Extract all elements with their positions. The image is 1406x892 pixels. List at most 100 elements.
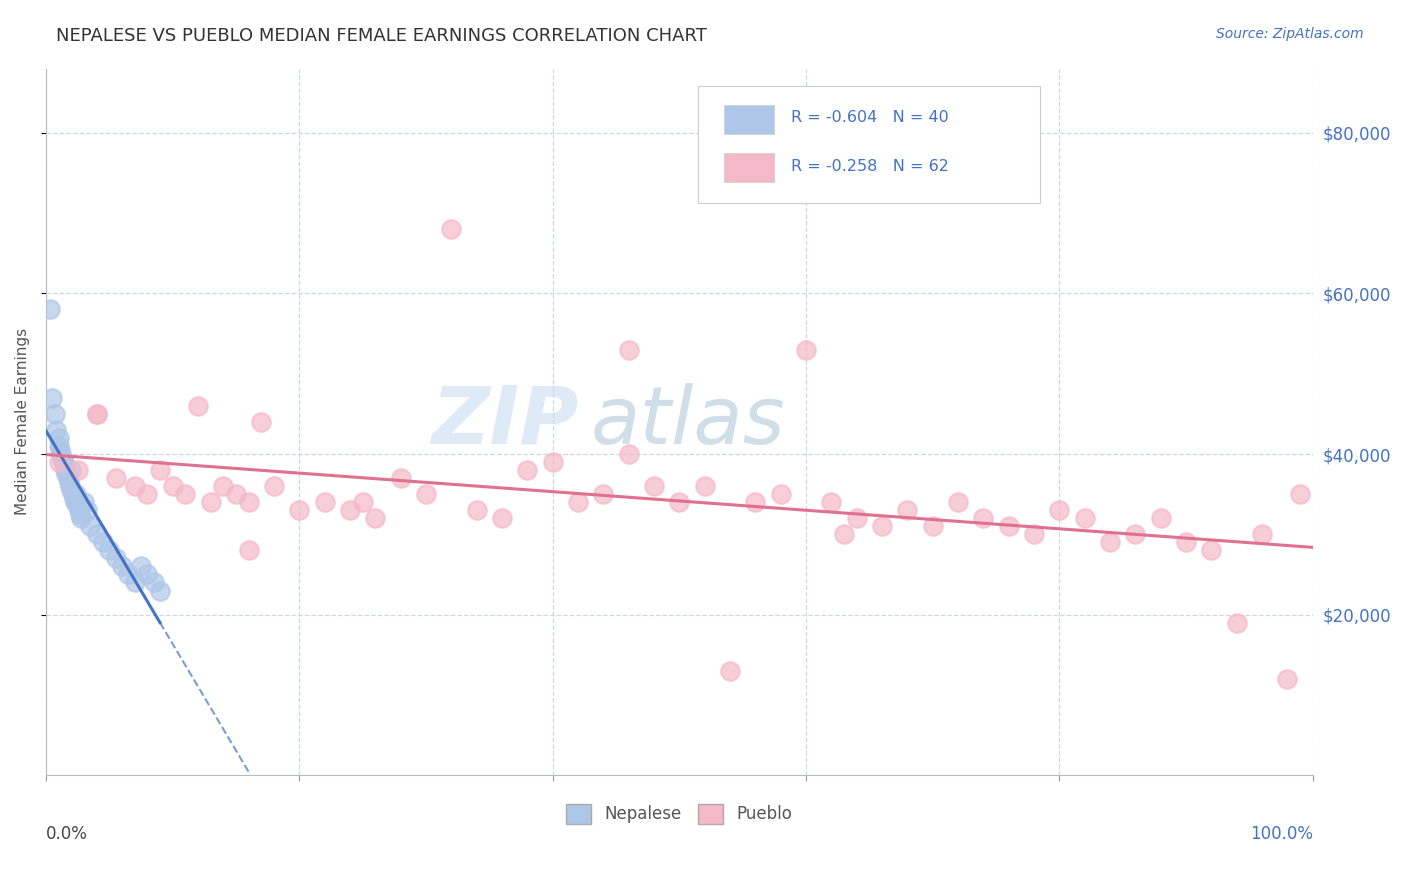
Point [51,447,73,461]
Bar [724,153,775,182]
Text: R = -0.604   N = 40: R = -0.604 N = 40 [790,111,949,126]
Point [744,495,766,509]
Point [794,343,817,357]
Point [48,431,70,445]
Point [1175,535,1198,549]
Point [62,487,84,501]
Point [820,495,842,509]
Point [124,479,146,493]
Point [162,479,184,493]
Point [769,487,792,501]
Point [415,487,437,501]
Point [516,463,538,477]
Point [174,487,197,501]
Point [66,499,89,513]
Point [1277,672,1299,686]
Point [104,471,127,485]
Point [314,495,336,509]
Point [129,559,152,574]
Point [845,511,868,525]
Point [465,503,488,517]
Point [541,455,564,469]
Point [870,519,893,533]
Point [1073,511,1095,525]
Y-axis label: Median Female Earnings: Median Female Earnings [15,328,30,516]
Point [1226,615,1249,630]
Point [238,543,260,558]
Point [124,575,146,590]
Point [45,423,67,437]
Point [73,495,96,509]
Point [972,511,994,525]
FancyBboxPatch shape [699,87,1040,202]
Bar [724,105,775,134]
Point [1201,543,1223,558]
Point [53,463,76,477]
Text: NEPALESE VS PUEBLO MEDIAN FEMALE EARNINGS CORRELATION CHART: NEPALESE VS PUEBLO MEDIAN FEMALE EARNING… [56,27,707,45]
Point [1098,535,1121,549]
Text: atlas: atlas [591,383,786,461]
Point [111,559,134,574]
Point [142,575,165,590]
Point [49,442,72,457]
Point [65,487,87,501]
Point [48,455,70,469]
Point [44,407,66,421]
Point [643,479,665,493]
Point [567,495,589,509]
Point [60,463,83,477]
Point [946,495,969,509]
Point [592,487,614,501]
Point [76,503,98,517]
Point [70,511,93,525]
Point [60,483,83,497]
Point [238,495,260,509]
Point [389,471,412,485]
Point [1022,527,1045,541]
Point [55,467,77,481]
Point [86,407,108,421]
Point [67,503,90,517]
Point [79,519,101,533]
Text: R = -0.258   N = 62: R = -0.258 N = 62 [790,159,949,174]
Text: 0.0%: 0.0% [46,825,87,843]
Point [136,567,159,582]
Point [51,450,73,465]
Point [693,479,716,493]
Point [69,507,91,521]
Text: 100.0%: 100.0% [1250,825,1313,843]
Text: ZIP: ZIP [430,383,578,461]
Point [63,495,86,509]
Point [41,391,63,405]
Point [352,495,374,509]
Point [250,415,273,429]
Point [38,302,60,317]
Point [117,567,139,582]
Point [56,471,79,485]
Point [491,511,513,525]
Legend: Nepalese, Pueblo: Nepalese, Pueblo [560,797,799,830]
Point [66,463,89,477]
Point [53,458,76,473]
Point [718,664,741,678]
Point [921,519,943,533]
Point [997,519,1019,533]
Point [200,495,222,509]
Point [339,503,361,517]
Point [104,551,127,566]
Point [617,447,640,461]
Point [832,527,855,541]
Point [225,487,247,501]
Point [149,583,172,598]
Point [1289,487,1312,501]
Point [59,479,82,493]
Point [98,543,121,558]
Point [1123,527,1146,541]
Point [187,399,209,413]
Point [896,503,918,517]
Text: Source: ZipAtlas.com: Source: ZipAtlas.com [1216,27,1364,41]
Point [86,527,108,541]
Point [1047,503,1070,517]
Point [288,503,311,517]
Point [149,463,172,477]
